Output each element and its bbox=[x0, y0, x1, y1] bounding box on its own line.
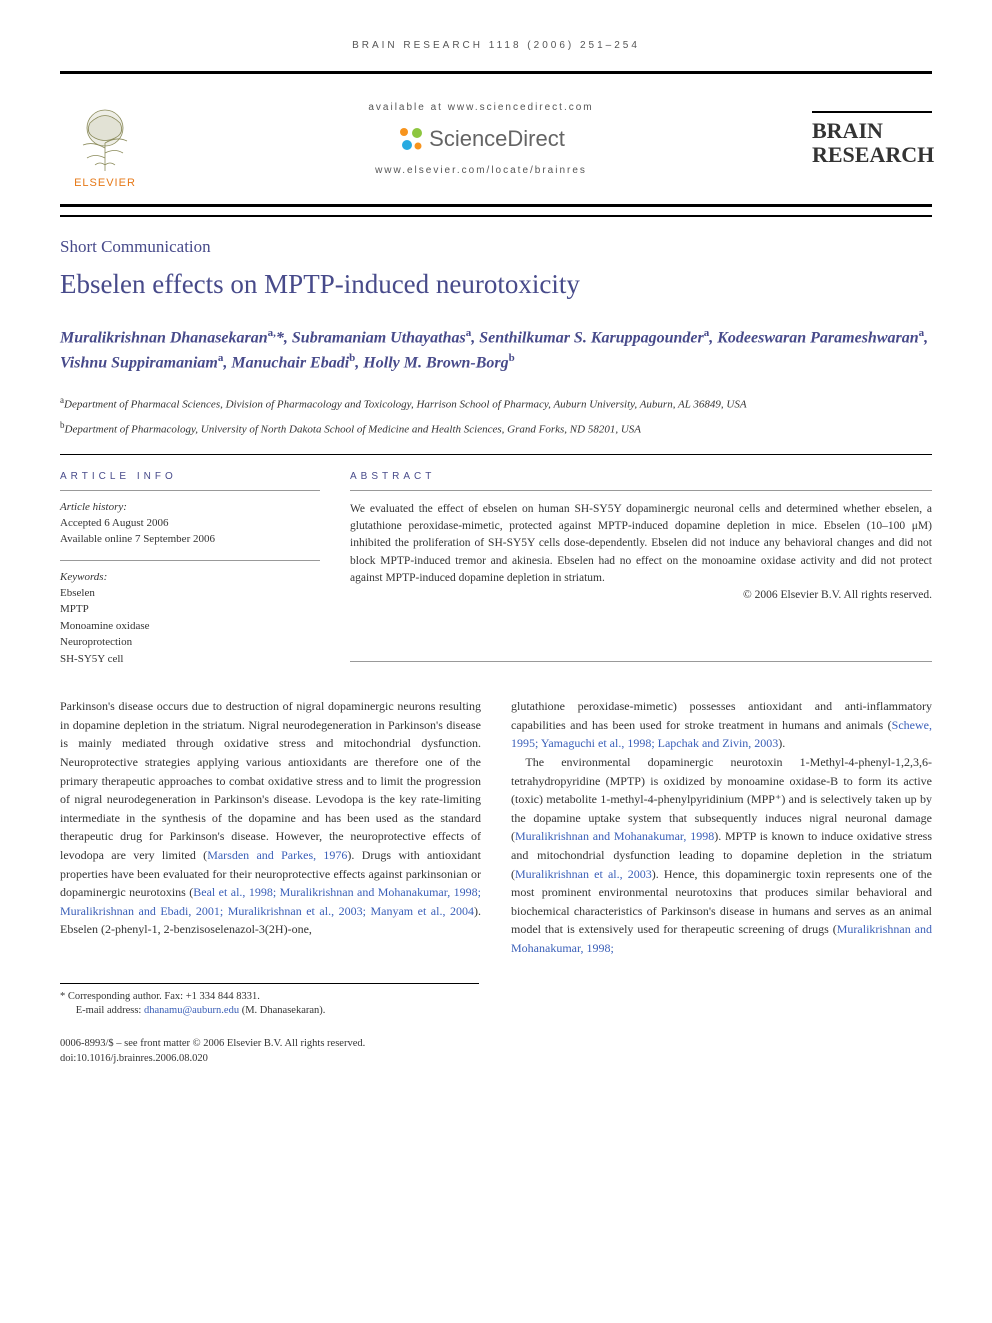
sciencedirect-text: ScienceDirect bbox=[429, 126, 565, 152]
journal-title-box: BRAIN RESEARCH bbox=[812, 111, 932, 167]
email-link[interactable]: dhanamu@auburn.edu bbox=[144, 1005, 239, 1016]
accepted-date: Accepted 6 August 2006 bbox=[60, 515, 320, 532]
keyword: Monoamine oxidase bbox=[60, 618, 320, 635]
info-divider-1 bbox=[60, 490, 320, 491]
abstract-copyright: © 2006 Elsevier B.V. All rights reserved… bbox=[350, 589, 932, 601]
elsevier-tree-icon bbox=[65, 103, 145, 173]
email-label: E-mail address: bbox=[76, 1005, 144, 1016]
available-at-text: available at www.sciencedirect.com bbox=[170, 102, 792, 113]
footnotes: * Corresponding author. Fax: +1 334 844 … bbox=[60, 983, 479, 1019]
keywords-block: Keywords: EbselenMPTPMonoamine oxidaseNe… bbox=[60, 571, 320, 668]
keyword: MPTP bbox=[60, 601, 320, 618]
article-info-column: ARTICLE INFO Article history: Accepted 6… bbox=[60, 471, 320, 672]
footer-line2: doi:10.1016/j.brainres.2006.08.020 bbox=[60, 1052, 932, 1067]
abstract-heading: ABSTRACT bbox=[350, 471, 932, 482]
citation-link[interactable]: Beal et al., 1998; Muralikrishnan and Mo… bbox=[60, 885, 481, 918]
running-head: BRAIN RESEARCH 1118 (2006) 251–254 bbox=[60, 40, 932, 51]
keyword: SH-SY5Y cell bbox=[60, 651, 320, 668]
info-abstract-section: ARTICLE INFO Article history: Accepted 6… bbox=[60, 471, 932, 672]
keywords-label: Keywords: bbox=[60, 571, 320, 583]
footer-line1: 0006-8993/$ – see front matter © 2006 El… bbox=[60, 1037, 932, 1052]
article-info-heading: ARTICLE INFO bbox=[60, 471, 320, 482]
email-line: E-mail address: dhanamu@auburn.edu (M. D… bbox=[60, 1004, 479, 1019]
citation-link[interactable]: Muralikrishnan et al., 2003 bbox=[515, 867, 652, 881]
abstract-column: ABSTRACT We evaluated the effect of ebse… bbox=[350, 471, 932, 672]
journal-url[interactable]: www.elsevier.com/locate/brainres bbox=[170, 165, 792, 176]
elsevier-label: ELSEVIER bbox=[74, 177, 136, 189]
footer: 0006-8993/$ – see front matter © 2006 El… bbox=[60, 1037, 932, 1066]
header-underline bbox=[60, 215, 932, 217]
email-tail: (M. Dhanasekaran). bbox=[239, 1005, 325, 1016]
citation-link[interactable]: Schewe, 1995; Yamaguchi et al., 1998; La… bbox=[511, 718, 932, 751]
body-columns: Parkinson's disease occurs due to destru… bbox=[60, 697, 932, 957]
online-date: Available online 7 September 2006 bbox=[60, 531, 320, 548]
citation-link[interactable]: Muralikrishnan and Mohanakumar, 1998; bbox=[511, 922, 932, 955]
journal-header-bar: ELSEVIER available at www.sciencedirect.… bbox=[60, 71, 932, 207]
abstract-bottom-divider bbox=[350, 661, 932, 662]
header-center: available at www.sciencedirect.com Scien… bbox=[150, 102, 812, 176]
sciencedirect-icon bbox=[397, 125, 425, 153]
citation-link[interactable]: Muralikrishnan and Mohanakumar, 1998 bbox=[515, 829, 714, 843]
keyword: Ebselen bbox=[60, 585, 320, 602]
keyword: Neuroprotection bbox=[60, 634, 320, 651]
authors-list: Muralikrishnan Dhanasekarana,*, Subraman… bbox=[60, 325, 932, 376]
body-column-right: glutathione peroxidase-mimetic) possesse… bbox=[511, 697, 932, 957]
body-column-left: Parkinson's disease occurs due to destru… bbox=[60, 697, 481, 957]
article-title: Ebselen effects on MPTP-induced neurotox… bbox=[60, 269, 932, 300]
elsevier-logo: ELSEVIER bbox=[60, 89, 150, 189]
journal-title-line1: BRAIN bbox=[812, 119, 932, 143]
info-divider-2 bbox=[60, 560, 320, 561]
sciencedirect-logo[interactable]: ScienceDirect bbox=[397, 125, 565, 153]
article-type: Short Communication bbox=[60, 237, 932, 257]
abstract-divider bbox=[350, 490, 932, 491]
corresponding-author: * Corresponding author. Fax: +1 334 844 … bbox=[60, 990, 479, 1005]
abstract-text: We evaluated the effect of ebselen on hu… bbox=[350, 501, 932, 587]
citation-link[interactable]: Marsden and Parkes, 1976 bbox=[207, 848, 347, 862]
history-label: Article history: bbox=[60, 501, 320, 513]
journal-title-line2: RESEARCH bbox=[812, 143, 932, 167]
affiliation: aDepartment of Pharmacal Sciences, Divis… bbox=[60, 394, 932, 413]
divider-1 bbox=[60, 454, 932, 455]
affiliation: bDepartment of Pharmacology, University … bbox=[60, 419, 932, 438]
